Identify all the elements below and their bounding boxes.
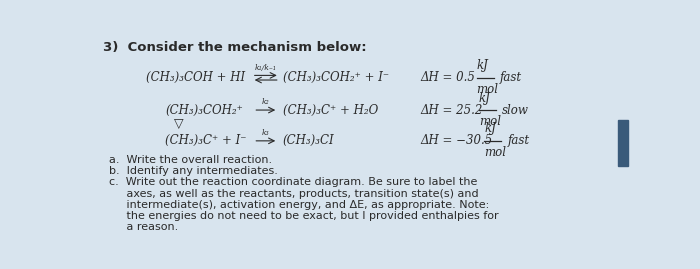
Text: fast: fast <box>500 71 522 84</box>
Text: mol: mol <box>477 83 498 96</box>
Text: k₂: k₂ <box>262 98 270 106</box>
Text: c.  Write out the reaction coordinate diagram. Be sure to label the: c. Write out the reaction coordinate dia… <box>109 178 477 187</box>
Text: the energies do not need to be exact, but I provided enthalpies for: the energies do not need to be exact, bu… <box>109 211 499 221</box>
Text: fast: fast <box>508 134 530 147</box>
Text: (CH₃)₃C⁺ + I⁻: (CH₃)₃C⁺ + I⁻ <box>165 134 246 147</box>
Text: a reason.: a reason. <box>109 222 178 232</box>
Bar <box>618 120 628 166</box>
Text: kJ: kJ <box>477 59 489 72</box>
Text: slow: slow <box>502 104 529 116</box>
Text: intermediate(s), activation energy, and ΔE, as appropriate. Note:: intermediate(s), activation energy, and … <box>109 200 489 210</box>
Text: 3)  Consider the mechanism below:: 3) Consider the mechanism below: <box>103 41 367 54</box>
Text: ▽: ▽ <box>174 117 184 130</box>
Text: mol: mol <box>484 146 506 159</box>
Text: mol: mol <box>479 115 501 128</box>
Text: (CH₃)₃C⁺ + H₂O: (CH₃)₃C⁺ + H₂O <box>283 104 378 116</box>
Text: kJ: kJ <box>484 122 496 136</box>
Text: ΔH = 25.2: ΔH = 25.2 <box>421 104 483 116</box>
Text: a.  Write the overall reaction.: a. Write the overall reaction. <box>109 155 272 165</box>
Text: b.  Identify any intermediates.: b. Identify any intermediates. <box>109 166 278 176</box>
Text: k₁/k₋₁: k₁/k₋₁ <box>255 65 276 72</box>
Text: (CH₃)₃CI: (CH₃)₃CI <box>283 134 335 147</box>
Text: ΔH = −30.5: ΔH = −30.5 <box>421 134 493 147</box>
Text: (CH₃)₃COH₂⁺: (CH₃)₃COH₂⁺ <box>165 104 243 116</box>
Text: (CH₃)₃COH₂⁺ + I⁻: (CH₃)₃COH₂⁺ + I⁻ <box>283 71 389 84</box>
Text: (CH₃)₃COH + HI: (CH₃)₃COH + HI <box>146 71 245 84</box>
Text: kJ: kJ <box>479 92 491 105</box>
Text: ΔH = 0.5: ΔH = 0.5 <box>421 71 475 84</box>
Text: axes, as well as the reactants, products, transition state(s) and: axes, as well as the reactants, products… <box>109 189 479 199</box>
Text: k₃: k₃ <box>262 129 270 137</box>
